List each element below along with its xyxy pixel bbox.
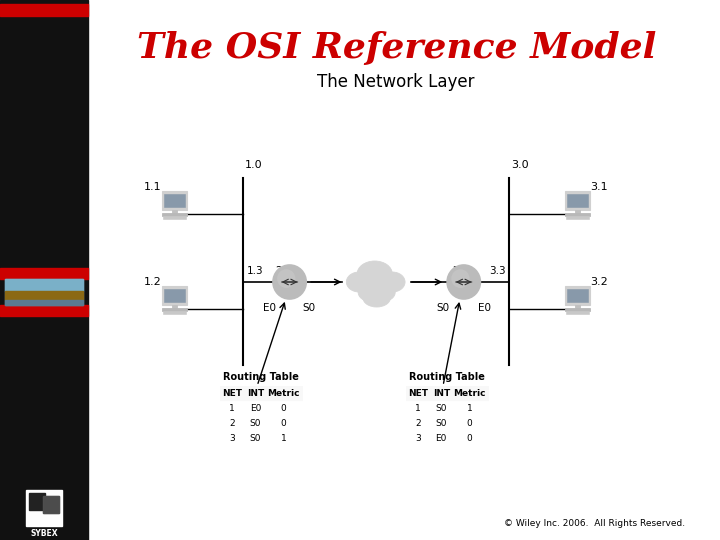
Text: 0: 0	[281, 419, 287, 428]
Bar	[162, 213, 186, 216]
Text: 3: 3	[415, 434, 420, 443]
Bar	[567, 289, 588, 302]
Bar	[220, 386, 302, 401]
Text: 1.0: 1.0	[245, 160, 262, 170]
Bar	[566, 311, 589, 314]
Bar	[162, 308, 186, 311]
Bar	[575, 210, 580, 213]
Bar	[0, 268, 88, 279]
Ellipse shape	[346, 272, 372, 292]
Bar	[0, 305, 88, 316]
Text: INT: INT	[433, 389, 450, 398]
Text: 3.1: 3.1	[590, 182, 608, 192]
Bar	[30, 493, 45, 510]
Text: INT: INT	[247, 389, 264, 398]
Bar	[220, 416, 302, 431]
Text: 3.0: 3.0	[510, 160, 528, 170]
Text: 0: 0	[281, 404, 287, 413]
Text: 1.2: 1.2	[144, 277, 161, 287]
Bar	[162, 191, 186, 210]
Bar	[42, 496, 59, 512]
Text: S0: S0	[436, 404, 447, 413]
Bar	[0, 4, 88, 16]
Text: S0: S0	[250, 419, 261, 428]
Text: 1: 1	[467, 404, 472, 413]
Bar	[163, 194, 184, 207]
Bar	[564, 191, 590, 210]
Text: S0: S0	[436, 419, 447, 428]
Text: NET: NET	[408, 389, 428, 398]
Text: E0: E0	[263, 303, 276, 313]
Circle shape	[277, 269, 295, 288]
Text: S0: S0	[250, 434, 261, 443]
Text: 3.3: 3.3	[489, 266, 506, 276]
Text: SYBEX: SYBEX	[30, 530, 58, 538]
Ellipse shape	[374, 283, 395, 301]
Text: 2: 2	[229, 419, 235, 428]
Text: 1.3: 1.3	[246, 266, 264, 276]
Bar	[406, 386, 488, 401]
Bar	[163, 216, 186, 219]
Text: 1.1: 1.1	[144, 182, 161, 192]
Bar	[5, 279, 84, 291]
Text: 0: 0	[467, 419, 472, 428]
Ellipse shape	[379, 272, 405, 292]
Text: Metric: Metric	[268, 389, 300, 398]
Text: 0: 0	[467, 434, 472, 443]
Bar	[162, 286, 186, 305]
Bar	[163, 311, 186, 314]
Bar	[5, 291, 84, 300]
Bar	[406, 431, 488, 446]
Bar	[171, 305, 176, 308]
Bar	[567, 194, 588, 207]
Text: S0: S0	[302, 303, 316, 313]
Bar	[5, 300, 84, 305]
Bar	[575, 305, 580, 308]
Text: 3: 3	[229, 434, 235, 443]
Circle shape	[273, 265, 306, 299]
Bar	[564, 308, 590, 311]
Text: The Network Layer: The Network Layer	[318, 73, 475, 91]
Bar	[0, 0, 88, 540]
Bar	[42, 496, 59, 512]
Text: Metric: Metric	[454, 389, 486, 398]
Circle shape	[451, 269, 469, 288]
Bar	[220, 401, 302, 416]
Circle shape	[447, 265, 480, 299]
Text: 1: 1	[229, 404, 235, 413]
Text: E0: E0	[250, 404, 261, 413]
Text: The OSI Reference Model: The OSI Reference Model	[137, 31, 656, 65]
Ellipse shape	[363, 289, 390, 307]
Text: 2.1: 2.1	[275, 266, 292, 276]
Bar	[220, 431, 302, 446]
Text: 2: 2	[415, 419, 420, 428]
Text: 1: 1	[415, 404, 420, 413]
Text: Routing Table: Routing Table	[409, 372, 485, 382]
Bar	[406, 401, 488, 416]
Bar	[27, 490, 62, 526]
Text: © Wiley Inc. 2006.  All Rights Reserved.: © Wiley Inc. 2006. All Rights Reserved.	[504, 519, 685, 528]
Ellipse shape	[357, 261, 392, 287]
Text: 3.2: 3.2	[590, 277, 608, 287]
Text: E0: E0	[436, 434, 447, 443]
Bar	[171, 210, 176, 213]
Bar	[564, 213, 590, 216]
Bar	[406, 416, 488, 431]
Text: NET: NET	[222, 389, 242, 398]
Text: Routing Table: Routing Table	[223, 372, 300, 382]
Ellipse shape	[358, 283, 379, 301]
Text: 2.2: 2.2	[452, 266, 469, 276]
Bar	[163, 289, 184, 302]
Bar	[566, 216, 589, 219]
Text: S0: S0	[436, 303, 450, 313]
Bar	[564, 286, 590, 305]
Text: 1: 1	[281, 434, 287, 443]
Bar	[5, 279, 84, 305]
Text: E0: E0	[478, 303, 491, 313]
